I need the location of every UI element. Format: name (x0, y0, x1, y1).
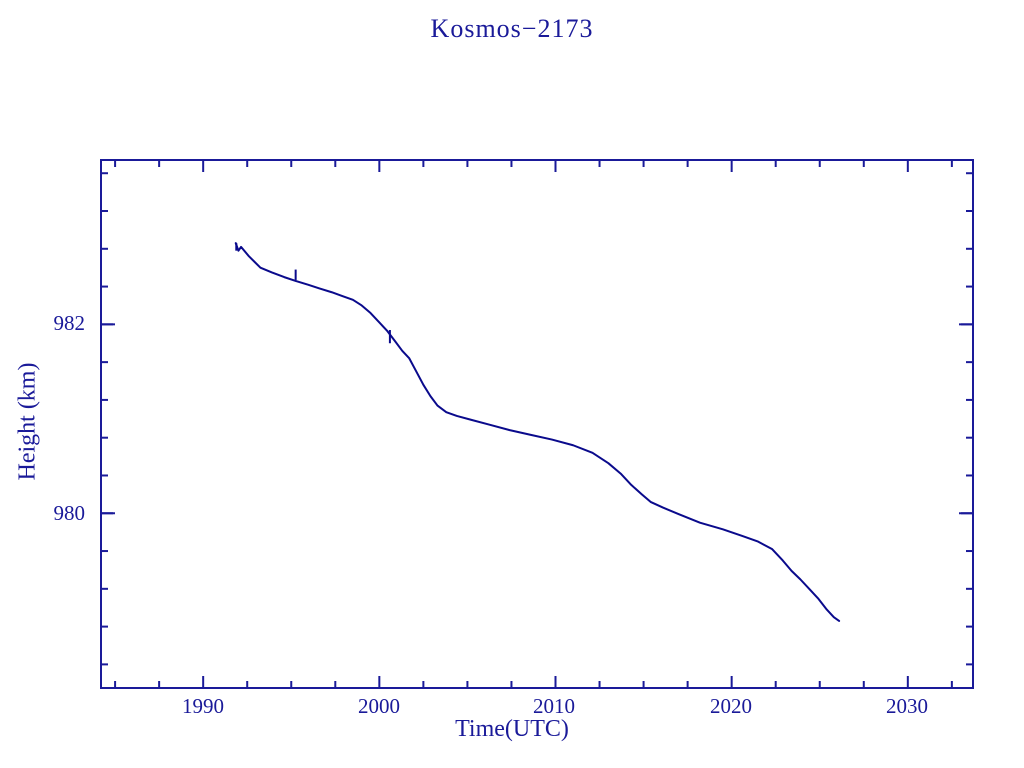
x-tick-label-2000: 2000 (358, 694, 400, 718)
series-line-kosmos-2173 (234, 242, 841, 622)
data-series-group (234, 242, 841, 622)
plot-border (100, 159, 974, 689)
page-title: Kosmos−2173 (430, 14, 594, 43)
x-axis-label: Time(UTC) (455, 716, 569, 742)
y-tick-label-982: 982 (53, 311, 86, 335)
y-tick-label-980: 980 (53, 501, 86, 525)
x-tick-label-1990: 1990 (182, 694, 224, 718)
x-tick-label-2010: 2010 (533, 694, 575, 718)
x-tick-label-2020: 2020 (710, 694, 752, 718)
plot-frame (100, 159, 974, 689)
data-gap-markers (235, 243, 391, 344)
axis-ticks (101, 160, 973, 688)
x-tick-label-2030: 2030 (886, 694, 928, 718)
